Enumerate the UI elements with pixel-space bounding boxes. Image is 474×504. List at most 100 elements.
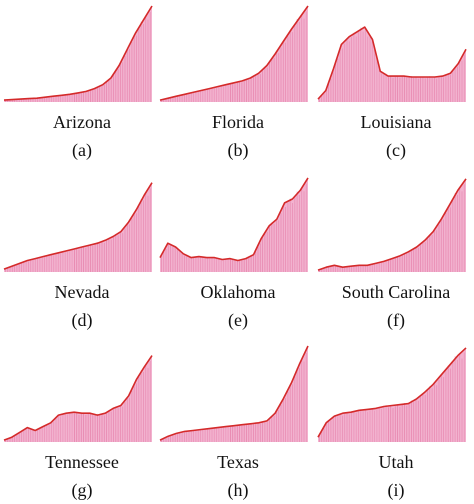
bar bbox=[342, 267, 343, 272]
bar bbox=[108, 79, 110, 102]
bar bbox=[239, 260, 240, 272]
bar bbox=[190, 93, 192, 102]
bar bbox=[85, 247, 87, 272]
bar bbox=[266, 231, 268, 272]
bar bbox=[39, 428, 41, 442]
bar bbox=[463, 352, 465, 442]
state-label: South Carolina bbox=[341, 282, 451, 302]
bar bbox=[18, 433, 20, 442]
bar bbox=[259, 243, 261, 272]
bar bbox=[243, 259, 245, 272]
subfigure-label: (c) bbox=[386, 140, 406, 160]
bar bbox=[120, 63, 121, 102]
bar bbox=[321, 95, 323, 102]
bar bbox=[424, 394, 426, 442]
bar bbox=[450, 74, 451, 102]
bar bbox=[60, 416, 61, 442]
bar bbox=[417, 400, 419, 442]
bar bbox=[259, 74, 261, 102]
bar bbox=[143, 24, 144, 102]
bar bbox=[422, 241, 424, 272]
bar bbox=[106, 82, 107, 102]
bar bbox=[225, 84, 227, 102]
bar bbox=[262, 70, 263, 102]
bar bbox=[452, 362, 454, 442]
subfigure-label: (g) bbox=[71, 480, 93, 500]
bar bbox=[44, 256, 45, 272]
bar bbox=[434, 77, 435, 102]
bar bbox=[39, 97, 41, 102]
bar-texture bbox=[319, 27, 465, 103]
bar bbox=[406, 405, 408, 442]
bar-texture bbox=[5, 12, 151, 103]
bar bbox=[299, 21, 300, 102]
bar bbox=[376, 408, 378, 442]
bar bbox=[124, 56, 126, 102]
bar bbox=[420, 244, 421, 272]
bar bbox=[108, 238, 110, 272]
bar bbox=[30, 429, 32, 442]
bar bbox=[51, 96, 52, 102]
bar bbox=[436, 230, 438, 272]
bar bbox=[282, 205, 284, 272]
area-chart bbox=[317, 26, 467, 103]
bar bbox=[44, 426, 45, 442]
bar bbox=[411, 76, 412, 102]
bar bbox=[434, 230, 435, 272]
bar bbox=[346, 266, 348, 272]
bar bbox=[390, 405, 392, 442]
bar-texture bbox=[5, 188, 151, 272]
bar bbox=[271, 222, 273, 272]
bar bbox=[213, 257, 215, 272]
bar bbox=[344, 414, 346, 442]
bar bbox=[163, 99, 165, 102]
bar bbox=[358, 410, 359, 442]
bar bbox=[450, 368, 451, 442]
bar bbox=[83, 91, 84, 102]
bar bbox=[28, 261, 29, 272]
bar bbox=[140, 21, 142, 103]
bar bbox=[14, 265, 15, 272]
area-chart bbox=[159, 345, 309, 442]
bar bbox=[459, 187, 461, 272]
bar bbox=[69, 250, 71, 272]
bar bbox=[126, 49, 128, 102]
bar bbox=[136, 383, 137, 442]
bar bbox=[257, 245, 259, 272]
bar bbox=[188, 93, 190, 102]
bar bbox=[41, 257, 43, 272]
bar bbox=[365, 265, 366, 272]
bar bbox=[420, 397, 421, 442]
bar bbox=[11, 266, 13, 272]
subfigure-label: (d) bbox=[71, 310, 93, 330]
bar bbox=[161, 99, 162, 102]
area-fill bbox=[318, 178, 466, 272]
bar bbox=[204, 90, 206, 102]
series-line bbox=[3, 355, 153, 441]
bar bbox=[381, 73, 382, 102]
bar bbox=[276, 219, 277, 272]
bar bbox=[90, 412, 91, 442]
bar bbox=[211, 258, 213, 272]
bar bbox=[413, 77, 415, 102]
bar bbox=[204, 429, 206, 442]
bar bbox=[378, 262, 380, 272]
bar bbox=[362, 411, 364, 442]
bar bbox=[406, 77, 408, 102]
bar bbox=[115, 233, 117, 272]
bar bbox=[62, 252, 64, 272]
bar bbox=[367, 411, 369, 442]
bar bbox=[305, 11, 307, 102]
bar bbox=[273, 58, 275, 102]
bar bbox=[120, 405, 121, 442]
bar bbox=[67, 251, 68, 272]
bar bbox=[209, 89, 211, 102]
bar bbox=[358, 32, 359, 102]
bar bbox=[374, 264, 375, 272]
bar bbox=[225, 259, 227, 272]
bar bbox=[438, 380, 440, 442]
bar bbox=[353, 32, 355, 103]
bar bbox=[131, 391, 133, 442]
bar bbox=[280, 213, 282, 272]
bar bbox=[18, 263, 20, 272]
